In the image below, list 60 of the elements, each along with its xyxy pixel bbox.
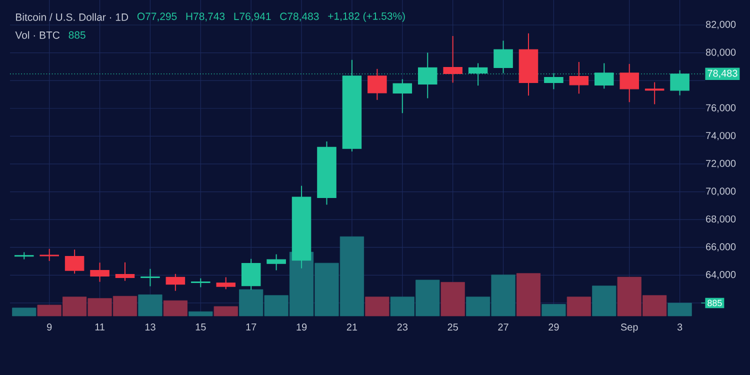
x-tick-label: 11 <box>95 324 104 330</box>
candlestick <box>494 40 513 74</box>
candlestick <box>64 249 84 274</box>
text: Bitcoin / U.S. Dollar · 1D <box>16 13 128 21</box>
candlestick <box>644 82 664 105</box>
candlestick <box>40 248 59 262</box>
x-tick-label: 23 <box>397 324 408 331</box>
annotation: L76,941 <box>234 12 271 22</box>
text: Vol · BTC <box>15 31 60 39</box>
y-tick-label: 74,000 <box>706 132 736 140</box>
bar <box>12 308 36 316</box>
candlestick <box>620 63 639 103</box>
bar <box>542 304 566 316</box>
x-tick-label: 19 <box>296 324 307 331</box>
x-tick-label: 17 <box>246 324 256 330</box>
x-tick-label: 21 <box>346 324 358 330</box>
candlestick <box>392 78 412 114</box>
candlestick <box>216 276 236 290</box>
annotation: H78,743 <box>186 12 225 22</box>
bar <box>365 296 390 316</box>
candlestick <box>241 258 261 290</box>
candlestick <box>140 268 160 287</box>
x-tick-label: 3 <box>677 324 682 331</box>
x-tick-label: 15 <box>196 324 206 330</box>
x-tick-label: 27 <box>498 324 508 330</box>
bar <box>138 294 162 316</box>
bar <box>668 302 692 316</box>
bar <box>163 300 188 316</box>
candlestick <box>443 35 462 84</box>
y-tick-label: 80,000 <box>706 48 736 57</box>
x-tick-label: 9 <box>47 324 52 331</box>
candlestick <box>90 262 110 282</box>
y-tick-label: 70,000 <box>706 188 736 196</box>
x-tick-label: 29 <box>548 324 559 331</box>
bar <box>566 296 591 316</box>
bar <box>592 286 616 316</box>
x-tick-label: 13 <box>145 324 156 331</box>
y-tick-label: 68,000 <box>706 215 736 224</box>
annotation: +1,182 (+1.53%) <box>328 12 405 22</box>
y2-tick-label: 885 <box>708 300 722 306</box>
x-tick-label: 25 <box>448 324 458 331</box>
annotation: 885 <box>68 31 86 39</box>
y-tick-label: 72,000 <box>706 160 736 168</box>
bar <box>440 282 465 316</box>
bar <box>214 306 238 316</box>
x-tick-label: Sep <box>620 324 638 333</box>
annotation: O77,295 <box>137 12 177 22</box>
candlestick <box>569 61 589 94</box>
y-tick-label: 64,000 <box>706 271 736 280</box>
y-tick-label: 82,000 <box>706 20 736 30</box>
bar <box>516 273 541 316</box>
candlestick <box>266 254 286 271</box>
y-tick-label: 76,000 <box>706 104 736 113</box>
candlestick <box>166 273 186 292</box>
bar <box>188 311 213 316</box>
annotation: C78,483 <box>280 12 319 22</box>
candlestick <box>115 262 135 282</box>
ref-line-label: 78,483 <box>708 70 738 78</box>
y-tick-label: 66,000 <box>706 243 736 252</box>
candlestick <box>368 68 387 100</box>
